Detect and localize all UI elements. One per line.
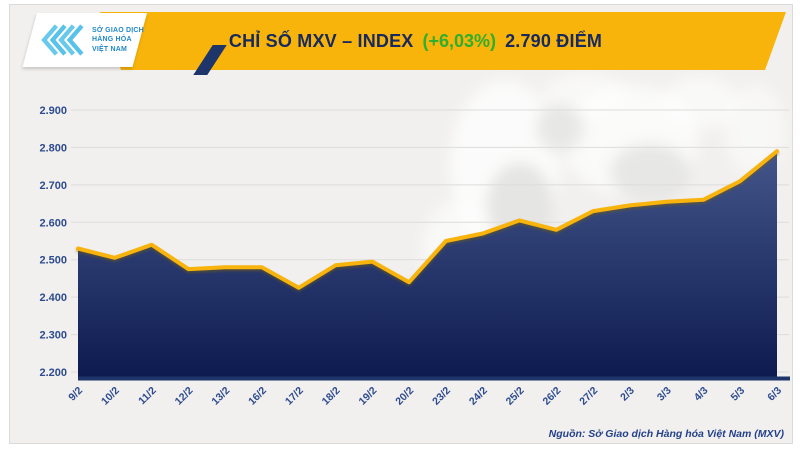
x-tick-label: 20/2 [393,385,416,408]
x-tick-label: 26/2 [540,385,563,408]
x-tick-label: 25/2 [504,385,527,408]
world-map-watermark [423,73,785,298]
x-tick-label: 5/3 [729,385,748,404]
x-tick-label: 13/2 [209,385,232,408]
mxv-logo-wordmark: SỞ GIAO DỊCH HÀNG HÓA VIỆT NAM [92,26,144,53]
index-change-percent: (+6,03%) [422,30,497,51]
chart-title: CHỈ SỐ MXV – INDEX [228,30,414,51]
x-axis-line [78,376,790,381]
index-current-value: 2.790 ĐIỂM [505,30,603,51]
mxv-logo-content: SỞ GIAO DỊCH HÀNG HÓA VIỆT NAM [37,13,147,67]
watermark-blob [610,144,690,200]
y-tick-label: 2.200 [39,367,67,379]
y-tick-label: 2.400 [39,292,67,304]
y-tick-label: 2.900 [39,105,67,117]
x-tick-label: 9/2 [66,385,85,404]
logo-line-3: VIỆT NAM [92,45,128,53]
x-tick-label: 18/2 [320,385,343,408]
watermark-blob [725,85,785,175]
y-tick-label: 2.700 [39,180,67,192]
x-tick-label: 27/2 [577,385,600,408]
x-tick-label: 6/3 [765,385,784,404]
x-tick-label: 24/2 [467,385,490,408]
mxv-waves-icon [41,24,84,56]
logo-line-1: SỞ GIAO DỊCH [92,27,144,35]
x-tick-label: 10/2 [99,385,122,408]
logo-line-2: HÀNG HÓA [92,36,132,44]
x-tick-label: 17/2 [283,385,306,408]
y-tick-label: 2.800 [39,142,67,154]
x-tick-label: 12/2 [173,385,196,408]
x-tick-label: 19/2 [356,385,379,408]
y-tick-label: 2.300 [39,330,67,342]
mxv-logo: SỞ GIAO DỊCH HÀNG HÓA VIỆT NAM [22,13,147,67]
x-tick-label: 2/3 [618,385,637,404]
x-tick-label: 3/3 [655,385,674,404]
x-tick-label: 16/2 [246,385,269,408]
x-tick-label: 23/2 [430,385,453,408]
source-caption: Nguồn: Sở Giao dịch Hàng hóa Việt Nam (M… [548,428,784,440]
x-tick-label: 11/2 [136,385,159,408]
y-tick-label: 2.600 [39,217,67,229]
y-tick-label: 2.500 [39,255,67,267]
x-tick-label: 4/3 [692,385,711,404]
watermark-blob [536,104,584,152]
watermark-blob [662,77,738,129]
index-line [76,149,779,290]
